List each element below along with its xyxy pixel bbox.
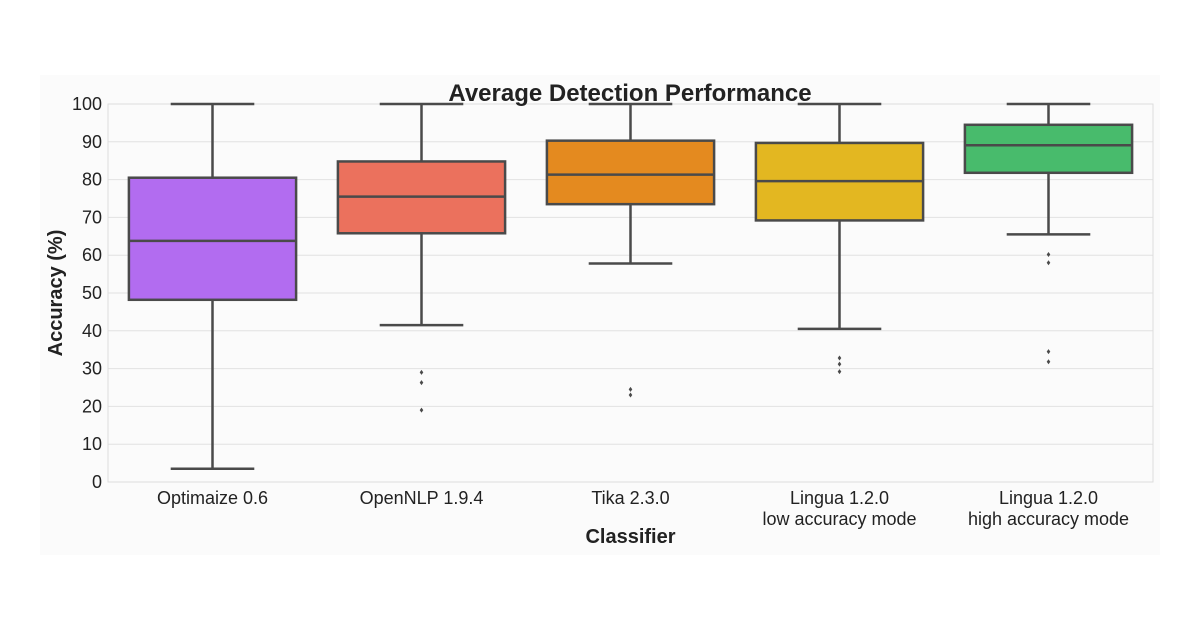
x-tick-label-line: Lingua 1.2.0 [999, 488, 1098, 508]
x-tick-label-line: Tika 2.3.0 [591, 488, 669, 508]
outlier-point [1046, 251, 1051, 257]
box-plot-chart: 0 10 20 30 40 50 60 70 80 90 100 Optimaize 0.6 Open… [45, 80, 1154, 548]
y-tick-label: 70 [82, 207, 102, 227]
x-axis-title: Classifier [585, 526, 675, 548]
outlier-point [1046, 349, 1051, 355]
x-tick-label-line: Optimaize 0.6 [157, 488, 268, 508]
chart-figure: 0 10 20 30 40 50 60 70 80 90 100 Optimaize 0.6 Open… [40, 75, 1160, 555]
box-group [127, 102, 298, 471]
outlier-point [419, 380, 424, 386]
outlier-point [419, 369, 424, 375]
outlier-point [837, 369, 842, 375]
box-group [545, 102, 716, 398]
box-iqr [545, 139, 716, 206]
y-tick-label: 20 [82, 396, 102, 416]
outlier-point [1046, 359, 1051, 365]
x-tick-label: Lingua 1.2.0 low accuracy mode [762, 488, 916, 529]
outlier-point [628, 386, 633, 392]
x-tick-label: OpenNLP 1.9.4 [360, 488, 484, 508]
chart-title: Average Detection Performance [448, 80, 811, 107]
box-group [963, 102, 1134, 365]
outlier-point [1046, 260, 1051, 266]
box-group [336, 102, 507, 413]
outlier-point [628, 392, 633, 398]
outlier-point [837, 361, 842, 367]
box-iqr [127, 176, 298, 302]
y-tick-label: 10 [82, 434, 102, 454]
y-tick-label: 80 [82, 170, 102, 190]
y-axis-title: Accuracy (%) [45, 230, 67, 357]
x-tick-label-line: low accuracy mode [762, 509, 916, 529]
y-tick-label: 30 [82, 359, 102, 379]
y-tick-label: 100 [72, 94, 102, 114]
box-group [754, 102, 925, 375]
x-tick-label: Lingua 1.2.0 high accuracy mode [968, 488, 1129, 529]
x-tick-label: Tika 2.3.0 [591, 488, 669, 508]
y-tick-label: 40 [82, 321, 102, 341]
x-tick-label-line: Lingua 1.2.0 [790, 488, 889, 508]
y-tick-label: 90 [82, 132, 102, 152]
outlier-point [419, 407, 424, 413]
x-tick-label: Optimaize 0.6 [157, 488, 268, 508]
x-tick-label-line: high accuracy mode [968, 509, 1129, 529]
y-tick-label: 50 [82, 283, 102, 303]
y-tick-label: 0 [92, 472, 102, 492]
outlier-point [837, 355, 842, 361]
y-tick-label: 60 [82, 245, 102, 265]
x-tick-labels: Optimaize 0.6 OpenNLP 1.9.4 Tika 2.3.0 Ling… [157, 488, 1129, 529]
x-tick-label-line: OpenNLP 1.9.4 [360, 488, 484, 508]
box-iqr [963, 123, 1134, 175]
boxes [127, 102, 1134, 471]
y-tick-labels: 0 10 20 30 40 50 60 70 80 90 100 [72, 94, 102, 492]
